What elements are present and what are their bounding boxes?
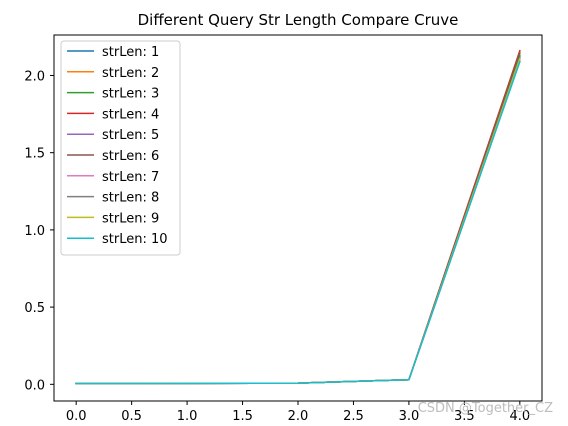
x-tick-label: 1.5	[232, 409, 253, 424]
x-tick-label: 2.0	[288, 409, 309, 424]
legend-box	[60, 40, 181, 256]
y-tick-label: 2.0	[24, 69, 45, 84]
legend-label-1: strLen: 1	[102, 45, 159, 60]
x-tick-label: 4.0	[509, 409, 530, 424]
legend-label-3: strLen: 3	[102, 87, 159, 102]
legend: strLen: 1 strLen: 2 strLen: 3 strLen: 4 strL…	[60, 40, 181, 256]
x-tick-label: 3.5	[454, 409, 475, 424]
x-tick-label: 2.5	[343, 409, 364, 424]
legend-label-7: strLen: 7	[102, 170, 159, 185]
x-tick-label: 3.0	[399, 409, 420, 424]
y-tick-label: 0.0	[24, 378, 45, 393]
x-tick-label: 0.0	[66, 409, 87, 424]
x-axis-ticks: 0.0 0.5 1.0 1.5 2.0 2.5 3.0 3.5 4.0	[66, 401, 530, 424]
legend-label-8: strLen: 8	[102, 191, 159, 206]
y-tick-label: 0.5	[24, 301, 45, 316]
plot-lines	[75, 49, 521, 385]
series-line-10	[75, 60, 521, 385]
legend-label-5: strLen: 5	[102, 128, 159, 143]
legend-label-9: strLen: 9	[102, 211, 159, 226]
x-tick-label: 0.5	[121, 409, 142, 424]
y-tick-label: 1.0	[24, 224, 45, 239]
watermark-text: CSDN @Together_CZ	[418, 401, 553, 416]
y-tick-label: 1.5	[24, 147, 45, 162]
x-tick-label: 1.0	[177, 409, 198, 424]
legend-label-6: strLen: 6	[102, 149, 159, 164]
legend-label-10: strLen: 10	[102, 232, 168, 247]
legend-label-2: strLen: 2	[102, 66, 159, 81]
legend-label-4: strLen: 4	[102, 107, 159, 122]
chart-title: Different Query Str Length Compare Cruve	[138, 11, 459, 29]
y-axis-ticks: 0.0 0.5 1.0 1.5 2.0	[24, 69, 54, 393]
